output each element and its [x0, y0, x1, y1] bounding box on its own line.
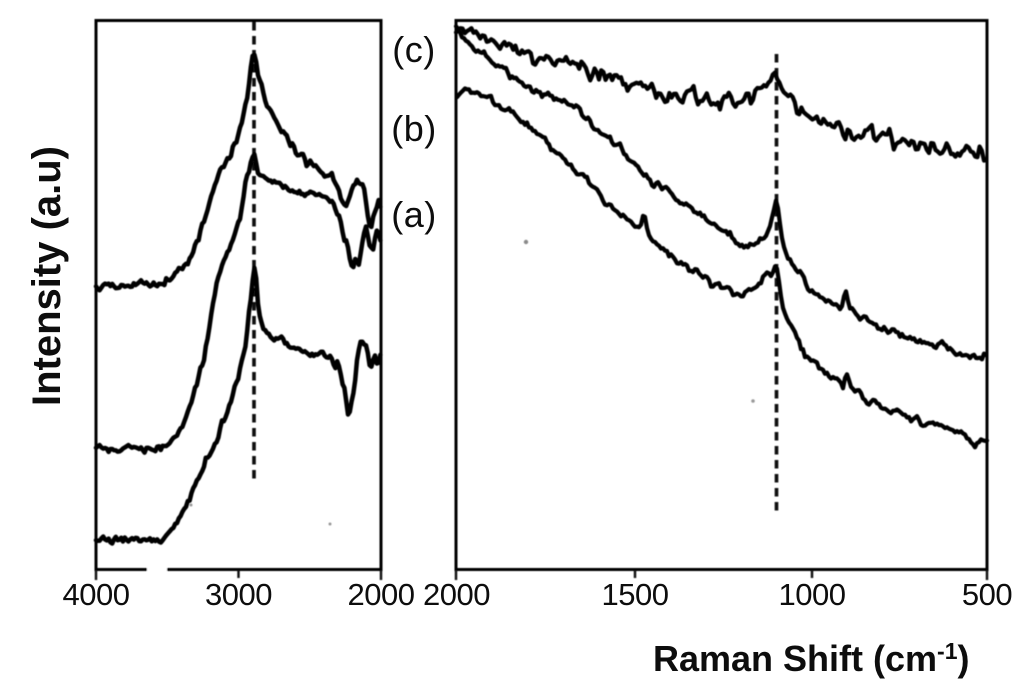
- svg-text:500: 500: [962, 577, 1012, 612]
- svg-text:(a): (a): [391, 194, 437, 235]
- svg-text:1500: 1500: [602, 577, 669, 612]
- svg-text:Raman Shift (cm-1): Raman Shift (cm-1): [653, 638, 970, 679]
- svg-text:4000: 4000: [63, 577, 130, 612]
- svg-text:2000: 2000: [348, 577, 415, 612]
- svg-text:Intensity (a.u): Intensity (a.u): [25, 146, 69, 406]
- svg-text:2000: 2000: [423, 577, 490, 612]
- svg-text:1000: 1000: [779, 577, 846, 612]
- svg-text:(c): (c): [392, 29, 435, 70]
- svg-text:(b): (b): [391, 108, 437, 149]
- svg-text:3000: 3000: [205, 577, 272, 612]
